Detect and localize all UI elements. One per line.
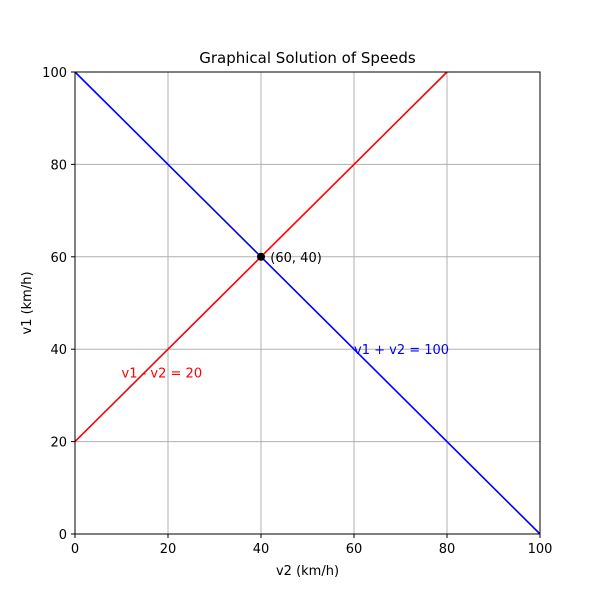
annotations: v1 + v2 = 100 v1 - v2 = 20 (60, 40) xyxy=(122,251,450,382)
y-tick-label: 60 xyxy=(50,251,67,266)
y-tick-label: 0 xyxy=(59,528,67,543)
plot-frame xyxy=(74,71,541,535)
y-axis-title: v1 (km/h) xyxy=(20,271,35,334)
x-tick-label: 80 xyxy=(439,542,456,557)
y-tick-label: 40 xyxy=(50,343,67,358)
x-tick-label: 40 xyxy=(253,542,270,557)
y-tick-label: 100 xyxy=(42,66,67,81)
series-line-1 xyxy=(74,71,541,535)
annotation-label: v1 + v2 = 100 xyxy=(354,343,449,358)
point-layer xyxy=(257,252,265,261)
y-tick-label: 20 xyxy=(50,436,67,451)
annotation-label: (60, 40) xyxy=(270,251,322,266)
x-axis-title: v2 (km/h) xyxy=(276,564,339,579)
intersection-point xyxy=(257,252,265,261)
x-tick-label: 60 xyxy=(346,542,363,557)
y-tick-label: 80 xyxy=(50,158,67,173)
x-tick-label: 20 xyxy=(160,542,177,557)
chart-title: Graphical Solution of Speeds xyxy=(199,49,416,67)
x-tick-label: 0 xyxy=(71,542,79,557)
axis-ticks: 0 20 40 60 80 100 0 20 40 60 80 100 xyxy=(42,66,552,557)
x-tick-label: 100 xyxy=(528,542,553,557)
annotation-label: v1 - v2 = 20 xyxy=(122,366,203,381)
